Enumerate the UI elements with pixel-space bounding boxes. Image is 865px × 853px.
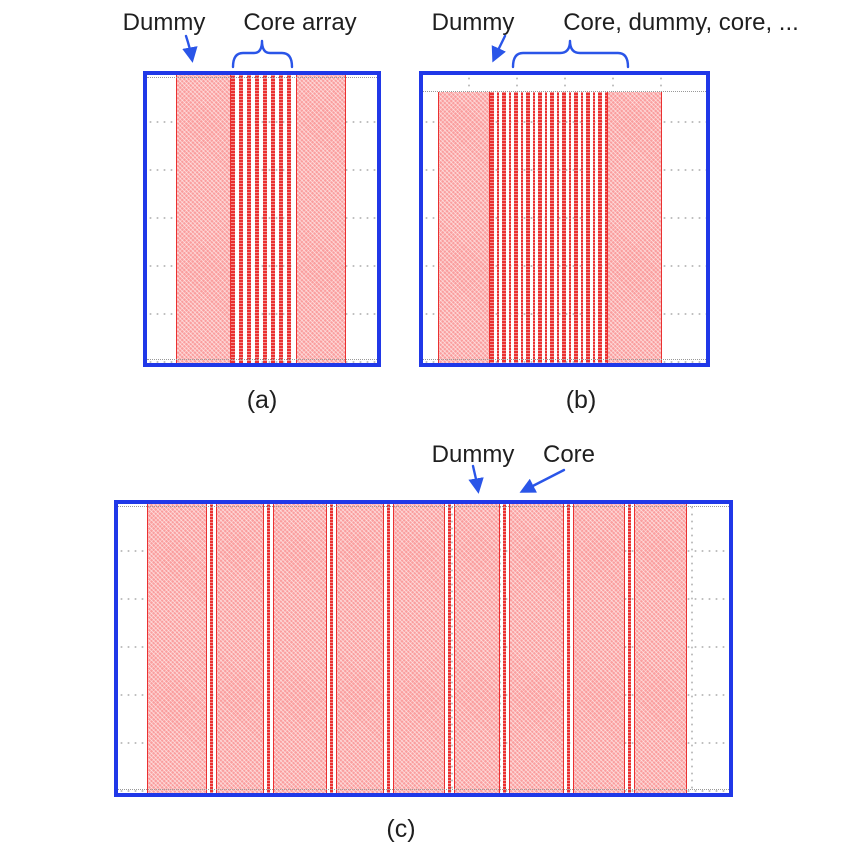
- dummy-stripe: [605, 92, 607, 363]
- dummy-region: [573, 504, 625, 793]
- brace-a-core-array: [231, 39, 294, 69]
- dummy-region: [296, 75, 346, 363]
- dummy-stripe: [521, 92, 523, 363]
- core-stripe: [239, 75, 243, 363]
- dummy-region: [393, 504, 445, 793]
- dummy-stripe: [545, 92, 547, 363]
- core-stripe: [550, 92, 554, 363]
- core-stripe: [271, 75, 275, 363]
- dummy-region: [634, 504, 687, 793]
- dummy-region: [216, 504, 264, 793]
- panel-b-layout-area: [423, 75, 706, 363]
- core-stripe: [503, 504, 506, 793]
- caption-c: (c): [386, 815, 416, 843]
- label-a-dummy: Dummy: [122, 9, 206, 36]
- core-stripe: [490, 92, 494, 363]
- dummy-region: [454, 504, 500, 793]
- dummy-region: [438, 92, 490, 363]
- core-stripe: [448, 504, 451, 793]
- panel-c: [114, 500, 733, 797]
- core-stripe: [263, 75, 267, 363]
- core-stripe: [287, 75, 291, 363]
- dummy-region: [336, 504, 384, 793]
- caption-a: (a): [246, 386, 278, 414]
- dummy-region: [607, 92, 662, 363]
- grid-dotline: [423, 91, 706, 92]
- brace-b-core-dummy-core: [511, 39, 630, 69]
- dummy-stripe: [497, 92, 499, 363]
- core-stripe: [598, 92, 602, 363]
- panel-b: [419, 71, 710, 367]
- label-a-core-array: Core array: [243, 9, 357, 36]
- core-stripe: [387, 504, 390, 793]
- label-c-dummy: Dummy: [431, 441, 515, 468]
- panel-a: [143, 71, 381, 367]
- panel-a-layout-area: [147, 75, 377, 363]
- core-stripe: [567, 504, 570, 793]
- grid-dotline: [118, 506, 729, 507]
- dummy-stripe: [569, 92, 571, 363]
- core-stripe: [247, 75, 251, 363]
- core-stripe: [330, 504, 333, 793]
- grid-dotline: [118, 789, 729, 790]
- core-stripe: [562, 92, 566, 363]
- dummy-region: [176, 75, 231, 363]
- grid-dotline: [423, 359, 706, 360]
- dummy-stripe: [557, 92, 559, 363]
- arrow-a-dummy: [182, 34, 198, 63]
- arrow-c-core: [519, 468, 566, 493]
- core-stripe: [526, 92, 530, 363]
- core-stripe: [267, 504, 270, 793]
- dummy-stripe: [593, 92, 595, 363]
- core-stripe: [538, 92, 542, 363]
- core-stripe: [255, 75, 259, 363]
- arrow-b-dummy: [491, 34, 507, 63]
- dummy-stripe: [581, 92, 583, 363]
- core-stripe: [502, 92, 506, 363]
- dummy-region: [273, 504, 327, 793]
- grid-dotline: [147, 77, 377, 78]
- dummy-stripe: [533, 92, 535, 363]
- arrow-c-dummy: [468, 464, 484, 494]
- grid-dotline: [147, 359, 377, 360]
- core-stripe: [574, 92, 578, 363]
- caption-b: (b): [565, 386, 597, 414]
- label-b-dummy: Dummy: [431, 9, 515, 36]
- core-stripe: [586, 92, 590, 363]
- core-stripe: [514, 92, 518, 363]
- label-c-core: Core: [542, 441, 596, 468]
- dummy-region: [509, 504, 564, 793]
- label-b-core-dummy-core: Core, dummy, core, ...: [563, 9, 799, 36]
- panel-c-layout-area: [118, 504, 729, 793]
- core-stripe: [231, 75, 235, 363]
- core-stripe: [210, 504, 213, 793]
- core-stripe: [279, 75, 283, 363]
- core-stripe: [628, 504, 631, 793]
- dummy-region: [147, 504, 207, 793]
- dummy-stripe: [509, 92, 511, 363]
